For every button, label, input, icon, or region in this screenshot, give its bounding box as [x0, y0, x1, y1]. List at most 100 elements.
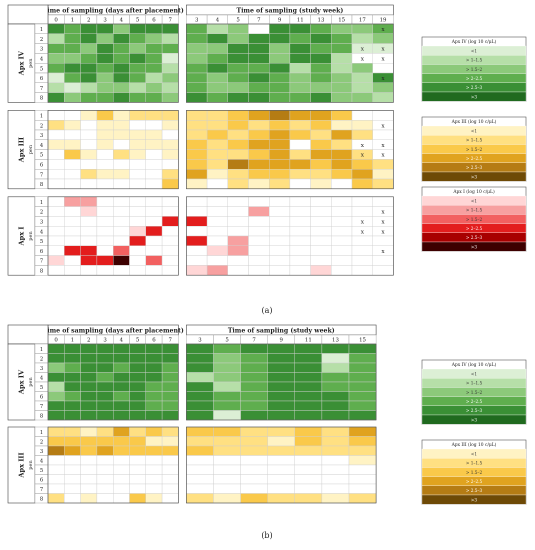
heatmap-cell: [64, 92, 81, 103]
heatmap-cell: [64, 206, 81, 217]
heatmap-cell: [310, 225, 332, 237]
heatmap-cell: [80, 72, 98, 84]
heatmap-cell: [240, 362, 268, 373]
gene-label: Apx IV: [18, 369, 26, 395]
heatmap-cell: [64, 82, 81, 93]
heatmap-cell: [248, 119, 270, 131]
heatmap-cell: [145, 410, 163, 421]
legend-label: > 2.5–3: [466, 85, 483, 90]
heatmap-cell: [96, 381, 114, 392]
heatmap-cell: [96, 110, 114, 121]
heatmap-cell: [112, 474, 130, 485]
heatmap-cell: [206, 168, 229, 180]
heatmap-cell: [129, 464, 146, 475]
heatmap-cell: [161, 63, 179, 74]
heatmap-cell: [64, 483, 81, 494]
heatmap-cell: [348, 445, 377, 456]
heatmap-cell: [161, 216, 179, 227]
heatmap-cell: [206, 196, 229, 207]
not-sampled-mark: x: [381, 143, 385, 149]
heatmap-cell: [213, 464, 241, 475]
heatmap-cell: [112, 149, 130, 160]
heatmap-cell: [161, 159, 179, 170]
heatmap-cell: [294, 483, 323, 494]
heatmap-cell: [240, 493, 268, 504]
heatmap-cell: [331, 63, 353, 74]
heatmap-cell: [227, 129, 249, 141]
day-tick-label: 6: [152, 338, 156, 344]
heatmap-cell: [161, 353, 179, 364]
heatmap-cell: [294, 474, 323, 485]
heatmap-cell: [64, 216, 81, 227]
heatmap-cell: [248, 72, 270, 84]
heatmap-cell: [331, 53, 353, 64]
heatmap-cell: [269, 110, 291, 121]
day-block-outline: [47, 23, 179, 103]
legend-label: > 2–2.5: [466, 76, 483, 81]
heatmap-cell: [47, 353, 65, 364]
heatmap-cell: [96, 196, 114, 207]
heatmap-cell: [80, 343, 98, 354]
heatmap-cell: [331, 178, 353, 190]
heatmap-cell: [161, 391, 179, 402]
heatmap-cell: [186, 23, 208, 35]
not-sampled-mark: x: [381, 153, 385, 159]
heatmap-cell: [80, 225, 98, 237]
gene-label: Apx III: [18, 137, 26, 163]
heatmap-cell: [129, 92, 146, 103]
heatmap-cell: [267, 391, 296, 402]
heatmap-cell: [80, 216, 98, 227]
heatmap-cell: [321, 483, 350, 494]
heatmap-cell: [96, 464, 114, 475]
heatmap-cell: [96, 455, 114, 466]
heatmap-cell: [186, 436, 214, 447]
heatmap-cell: [64, 400, 81, 411]
legend-label: > 1.5–2: [466, 217, 483, 222]
heatmap-cell: [64, 474, 81, 485]
heatmap-cell: [213, 436, 241, 447]
heatmap-cell: [96, 33, 114, 44]
heatmap-cell: [96, 445, 114, 456]
heatmap-cell: [348, 400, 377, 411]
heatmap-cell: [310, 119, 332, 131]
heatmap-cell: [267, 362, 296, 373]
heatmap-cell: [269, 72, 291, 84]
heatmap-cell: [96, 159, 114, 170]
heatmap-cell: [96, 72, 114, 84]
heatmap-cell: [186, 235, 208, 247]
heatmap-cell: [145, 72, 163, 84]
heatmap-cell: [267, 464, 296, 475]
heatmap-cell: [186, 206, 208, 217]
heatmap-cell: [294, 372, 323, 383]
day-tick-label: 2: [87, 338, 90, 344]
heatmap-cell: [161, 436, 179, 447]
heatmap-cell: [129, 455, 146, 466]
heatmap-cell: [161, 53, 179, 64]
heatmap-cell: [64, 372, 81, 383]
heatmap-cell: [112, 110, 130, 121]
legend-swatch: [421, 414, 527, 425]
heatmap-cell: [348, 464, 377, 475]
heatmap-cell: [348, 362, 377, 373]
heatmap-cell: [186, 353, 214, 364]
heatmap-cell: [129, 343, 146, 354]
heatmap-cell: [206, 245, 229, 256]
heatmap-cell: [80, 110, 98, 121]
heatmap-cell: [269, 265, 291, 276]
heatmap-cell: [310, 82, 332, 93]
heatmap-cell: [186, 216, 208, 227]
heatmap-cell: [64, 235, 81, 247]
panel-caption: (a): [261, 306, 272, 315]
heatmap-cell: [112, 72, 130, 84]
heatmap-cell: [145, 63, 163, 74]
day-tick-label: 3: [103, 338, 107, 344]
heatmap-cell: [348, 353, 377, 364]
days-header: Time of sampling (days after placement): [43, 7, 184, 14]
heatmap-cell: [269, 159, 291, 170]
heatmap-cell: [80, 391, 98, 402]
heatmap-cell: [269, 23, 291, 35]
heatmap-cell: [227, 82, 249, 93]
heatmap-cell: [186, 72, 208, 84]
legend-swatch: [421, 91, 527, 102]
heatmap-cell: [331, 129, 353, 141]
